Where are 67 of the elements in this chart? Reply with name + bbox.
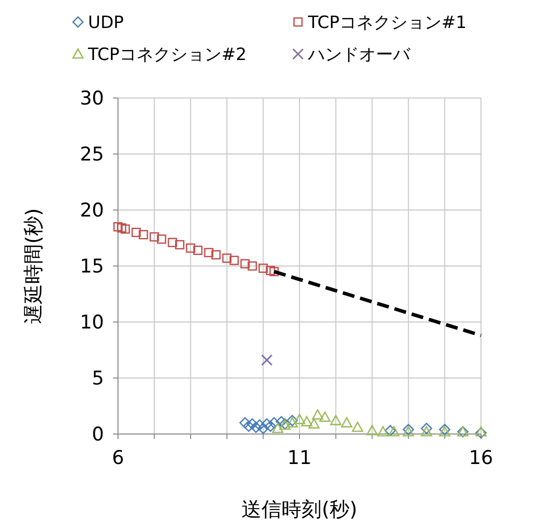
point (272, 422, 284, 434)
point (420, 426, 432, 436)
point (246, 418, 258, 430)
x-tick-label: 11 (287, 447, 312, 469)
point (211, 250, 221, 260)
y-tick-label: 25 (80, 144, 104, 166)
y-tick-label: 0 (92, 424, 104, 446)
point (366, 424, 378, 436)
point (156, 234, 166, 244)
point (186, 243, 196, 253)
point (352, 422, 364, 432)
point (132, 228, 141, 238)
point (308, 418, 320, 429)
legend-label: UDP (88, 12, 124, 33)
x-tick-label: 6 (112, 447, 124, 469)
point (420, 422, 432, 434)
point (341, 417, 352, 428)
point (439, 426, 450, 436)
point (120, 224, 130, 234)
x-tick-label: 16 (468, 447, 494, 469)
point (261, 418, 272, 430)
legend-label: ハンドオーバ (307, 44, 411, 65)
point (116, 223, 126, 233)
point (150, 232, 159, 242)
point (175, 240, 184, 250)
point (193, 246, 203, 255)
point (230, 256, 239, 266)
point (377, 426, 389, 436)
point (475, 427, 487, 439)
point (248, 261, 257, 271)
point (294, 414, 306, 424)
y-tick-label: 30 (80, 88, 104, 110)
point (266, 266, 276, 276)
point (312, 409, 324, 420)
point (286, 417, 298, 428)
legend-label: TCPコネクション#2 (87, 44, 247, 65)
point (258, 264, 268, 273)
x-axis-title: 送信時刻(秒) (242, 497, 358, 521)
point (384, 424, 396, 436)
point (276, 416, 287, 428)
point (388, 426, 400, 436)
point (240, 259, 250, 268)
point (301, 416, 312, 426)
point (222, 254, 232, 263)
point (268, 417, 280, 428)
point (254, 419, 266, 431)
point (250, 422, 262, 433)
point (475, 426, 487, 436)
point (239, 417, 251, 428)
y-tick-label: 5 (92, 368, 104, 390)
point (113, 222, 123, 232)
point (168, 238, 178, 248)
point (269, 266, 279, 276)
point (243, 420, 254, 432)
y-axis-title: 遅延時間(秒) (21, 208, 45, 324)
point (319, 412, 331, 422)
point (264, 420, 276, 432)
legend-label: TCPコネクション#1 (307, 12, 467, 33)
point (138, 230, 148, 240)
point (204, 248, 214, 258)
y-tick-label: 20 (80, 200, 104, 222)
y-tick-label: 15 (80, 256, 104, 278)
point (402, 426, 414, 436)
point (261, 354, 273, 366)
point (330, 414, 342, 426)
y-tick-label: 10 (80, 312, 104, 334)
point (258, 422, 269, 434)
